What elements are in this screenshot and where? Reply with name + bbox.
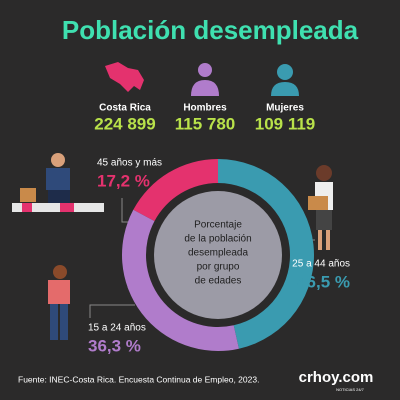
center-label: Porcentaje xyxy=(194,220,242,231)
stat-label: Costa Rica xyxy=(99,103,151,114)
logo-tagline: NOTICIAS 24/7 xyxy=(336,387,365,392)
value-label: 36,3 % xyxy=(88,336,141,355)
woman-icon xyxy=(271,64,299,96)
donut-slice xyxy=(133,159,218,222)
center-label: por grupo xyxy=(197,262,240,273)
donut-slice xyxy=(122,209,239,351)
center-label: de la población xyxy=(184,234,251,245)
value-label: 46,5 % xyxy=(297,272,350,291)
center-disc xyxy=(154,191,282,319)
title: Población desempleada xyxy=(62,15,359,45)
leader-line xyxy=(89,304,135,318)
donut-slice xyxy=(218,159,315,349)
source: Fuente: INEC-Costa Rica. Encuesta Contin… xyxy=(18,374,259,384)
stat-value: 224 899 xyxy=(94,114,155,133)
value-label: 17,2 % xyxy=(97,171,150,190)
stat-label: Hombres xyxy=(183,103,227,114)
stat-value: 115 780 xyxy=(175,114,236,133)
center-label: desempleada xyxy=(188,248,248,259)
category-label: 25 a 44 años xyxy=(292,259,350,270)
center-label: de edades xyxy=(195,276,242,287)
unemployed-man-illustration xyxy=(12,153,104,212)
logo: crhoy.com xyxy=(299,369,374,386)
young-man-illustration xyxy=(48,265,70,340)
stat-label: Mujeres xyxy=(266,103,304,114)
category-label: 15 a 24 años xyxy=(88,323,146,334)
category-label: 45 años y más xyxy=(97,158,162,169)
stat-value: 109 119 xyxy=(255,114,316,133)
costa-rica-icon xyxy=(105,62,144,92)
man-icon xyxy=(191,63,219,96)
working-woman-illustration xyxy=(308,165,333,250)
